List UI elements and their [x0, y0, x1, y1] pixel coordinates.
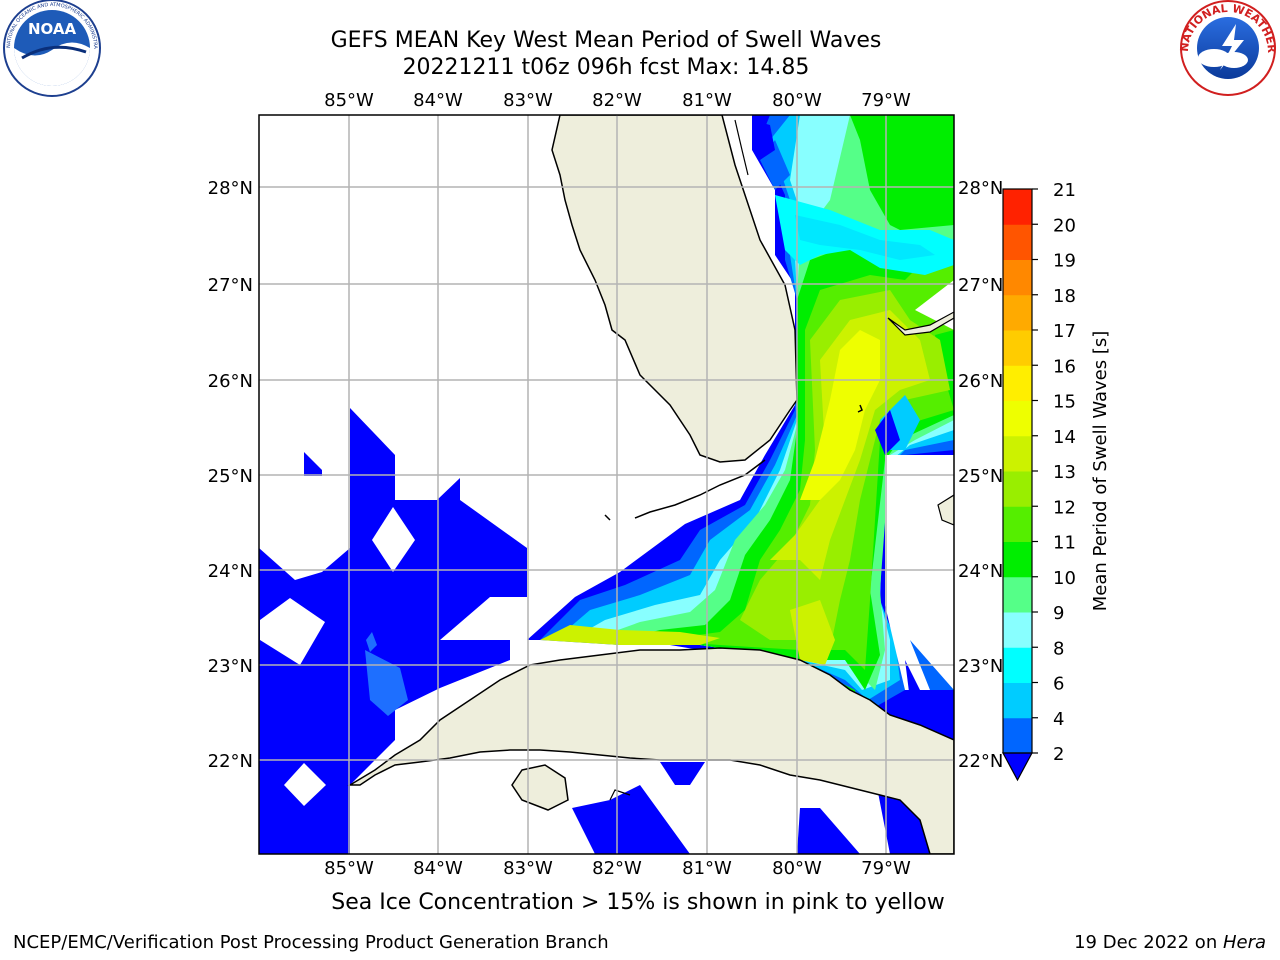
lat-tick-label: 27°N — [958, 275, 1003, 296]
lon-tick-label: 81°W — [682, 858, 732, 879]
colorbar-tick-label: 4 — [1053, 709, 1064, 730]
colorbar-tick-label: 2 — [1053, 744, 1064, 765]
bahamas-land — [887, 311, 954, 336]
noaa-logo-text: NOAA — [28, 20, 77, 38]
lon-tick-label: 79°W — [861, 90, 911, 111]
colorbar-tick-label: 9 — [1053, 603, 1064, 624]
lon-tick-label: 80°W — [772, 858, 822, 879]
colorbar-tick-label: 16 — [1053, 356, 1076, 377]
nws-ring-text: NATIONAL WEATHER SERVICE — [0, 0, 1278, 54]
lon-ticks-top: 85°W 84°W 83°W 82°W 81°W 80°W 79°W — [324, 90, 911, 111]
colorbar-tick-label: 6 — [1053, 674, 1064, 695]
lat-tick-label: 22°N — [208, 751, 253, 772]
colorbar-band — [1003, 717, 1032, 754]
colorbar-tick-label: 17 — [1053, 321, 1076, 342]
colorbar-band — [1003, 612, 1032, 648]
lon-tick-label: 80°W — [772, 90, 822, 111]
lon-tick-label: 83°W — [503, 858, 553, 879]
colorbar-tick-label: 20 — [1053, 215, 1076, 236]
footer-branch: NCEP/EMC/Verification Post Processing Pr… — [13, 932, 609, 953]
colorbar-band — [1003, 435, 1032, 472]
colorbar-label: Mean Period of Swell Waves [s] — [1090, 331, 1111, 612]
footer-machine: Hera — [1222, 932, 1266, 953]
colorbar-tick-label: 18 — [1053, 286, 1076, 307]
colorbar-tick-label: 8 — [1053, 638, 1064, 659]
colorbar-band — [1003, 541, 1032, 578]
lat-tick-label: 22°N — [958, 751, 1003, 772]
lon-tick-label: 85°W — [324, 858, 374, 879]
colorbar-band — [1003, 506, 1032, 542]
nws-logo: NATIONAL WEATHER SERVICE — [0, 0, 1278, 96]
cuba-land — [347, 647, 954, 854]
lat-tick-label: 26°N — [208, 371, 253, 392]
lat-tick-label: 26°N — [958, 371, 1003, 392]
colorbar-band — [1003, 471, 1032, 507]
lon-tick-label: 84°W — [413, 858, 463, 879]
forecast-subtitle: 20221211 t06z 096h fcst Max: 14.85 — [402, 55, 810, 80]
footer-date: 19 Dec 2022 on Hera — [1074, 932, 1266, 953]
map-title: GEFS MEAN Key West Mean Period of Swell … — [330, 28, 882, 53]
colorbar-band — [1003, 330, 1032, 366]
colorbar-band — [1003, 576, 1032, 613]
lat-ticks-right: 28°N 27°N 26°N 25°N 24°N 23°N 22°N — [958, 178, 1003, 772]
florida-land — [551, 115, 798, 463]
lat-tick-label: 25°N — [958, 466, 1003, 487]
lon-tick-label: 82°W — [592, 858, 642, 879]
colorbar-band — [1003, 682, 1032, 719]
colorbar-tick-label: 15 — [1053, 392, 1076, 413]
colorbar-tick-label: 11 — [1053, 533, 1076, 554]
graticule — [259, 115, 954, 854]
footer-date-text: 19 Dec 2022 on — [1074, 932, 1223, 953]
noaa-logo: NOAA NATIONAL OCEANIC AND ATMOSPHERIC AD… — [0, 0, 101, 97]
lon-tick-label: 85°W — [324, 90, 374, 111]
colorbar-tick-label: 12 — [1053, 497, 1076, 518]
colorbar-band — [1003, 294, 1032, 331]
colorbar-tick-label: 21 — [1053, 180, 1076, 201]
colorbar-band — [1003, 259, 1032, 296]
colorbar-band — [1003, 189, 1032, 225]
lon-tick-label: 84°W — [413, 90, 463, 111]
colorbar-tick-label: 10 — [1053, 568, 1076, 589]
lat-tick-label: 24°N — [958, 561, 1003, 582]
lat-tick-label: 27°N — [208, 275, 253, 296]
lat-ticks-left: 28°N 27°N 26°N 25°N 24°N 23°N 22°N — [208, 178, 253, 772]
sea-ice-caption: Sea Ice Concentration > 15% is shown in … — [331, 890, 945, 915]
map-frame — [258, 114, 955, 855]
lon-ticks-bottom: 85°W 84°W 83°W 82°W 81°W 80°W 79°W — [324, 858, 911, 879]
andros-land — [937, 494, 954, 526]
isla-juventud — [511, 764, 569, 811]
lon-tick-label: 81°W — [682, 90, 732, 111]
lat-tick-label: 23°N — [958, 656, 1003, 677]
colorbar-extend-min — [1001, 752, 1034, 782]
keys-outline — [604, 514, 611, 521]
lat-tick-label: 25°N — [208, 466, 253, 487]
lat-tick-label: 24°N — [208, 561, 253, 582]
colorbar-band — [1003, 224, 1032, 260]
lon-tick-label: 79°W — [861, 858, 911, 879]
colorbar-tick-label: 13 — [1053, 462, 1076, 483]
lat-tick-label: 23°N — [208, 656, 253, 677]
lat-tick-label: 28°N — [958, 178, 1003, 199]
lat-tick-label: 28°N — [208, 178, 253, 199]
colorbar-tick-label: 14 — [1053, 427, 1076, 448]
lon-tick-label: 83°W — [503, 90, 553, 111]
lon-tick-label: 82°W — [592, 90, 642, 111]
colorbar-band — [1003, 647, 1032, 683]
colorbar-band — [1003, 400, 1032, 437]
colorbar-tick-label: 19 — [1053, 251, 1076, 272]
svg-text:NATIONAL WEATHER SERVICE: NATIONAL WEATHER SERVICE — [0, 0, 1278, 54]
colorbar: 2 4 6 8 9 10 11 12 13 14 15 16 17 18 19 20 21 — [1001, 180, 1076, 782]
colorbar-band — [1003, 365, 1032, 401]
